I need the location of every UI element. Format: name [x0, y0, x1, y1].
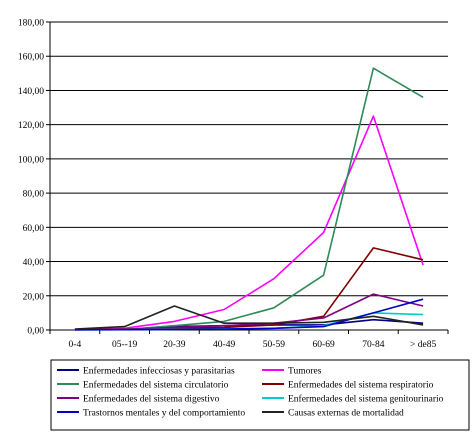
y-tick-labels: 0,00 20,00 40,00 60,00 80,00 100,00 120,00 140,…: [18, 19, 50, 337]
legend-label: Enfermedades infecciosas y parasitarias: [83, 366, 235, 377]
x-tick-label: 05--19: [112, 340, 138, 350]
y-tick-label: 120,00: [18, 121, 44, 131]
legend: Enfermedades infecciosas y parasitarias T…: [50, 359, 470, 431]
legend-label: Enfermedades del sistema digestivo: [83, 394, 220, 405]
legend-label: Enfermedades del sistema circulatorio: [83, 380, 229, 391]
x-tick-label: 20-39: [163, 340, 185, 350]
y-tick-label: 60,00: [23, 224, 45, 234]
y-tick-label: 160,00: [18, 53, 44, 63]
legend-label: Tumores: [288, 367, 322, 377]
legend-label: Causas externas de mortalidad: [288, 409, 404, 419]
series-line-5: [74, 293, 424, 331]
y-tick-label: 40,00: [23, 258, 45, 268]
grid-lines: [50, 21, 448, 297]
x-tick-labels: 0-4 05--19 20-39 40-49 50-59 60-69 70-84 > de85: [49, 330, 449, 350]
legend-box: [50, 359, 470, 431]
series-lines: [74, 67, 424, 331]
y-tick-label: 180,00: [18, 19, 44, 29]
x-tick-label: 40-49: [213, 340, 235, 350]
y-tick-label: 140,00: [18, 87, 44, 97]
series-line-7: [74, 298, 424, 331]
x-tick-label: 70-84: [362, 340, 384, 350]
x-tick-label: 0-4: [69, 340, 82, 350]
legend-label: Enfermedades del sistema respiratorio: [288, 380, 434, 391]
y-tick-label: 80,00: [23, 190, 45, 200]
legend-label: Enfermedades del sistema genitourinario: [288, 394, 444, 405]
y-tick-label: 0,00: [27, 327, 44, 337]
x-tick-label: 50-59: [263, 340, 285, 350]
series-line-8: [74, 305, 424, 330]
series-line-2: [74, 115, 424, 331]
y-tick-label: 20,00: [23, 292, 45, 302]
axes: [49, 22, 448, 331]
x-tick-label: > de85: [410, 340, 436, 350]
x-tick-label: 60-69: [313, 340, 335, 350]
series-line-3: [74, 67, 424, 331]
y-tick-label: 100,00: [18, 155, 44, 165]
legend-label: Trastornos mentales y del comportamiento: [83, 409, 245, 419]
